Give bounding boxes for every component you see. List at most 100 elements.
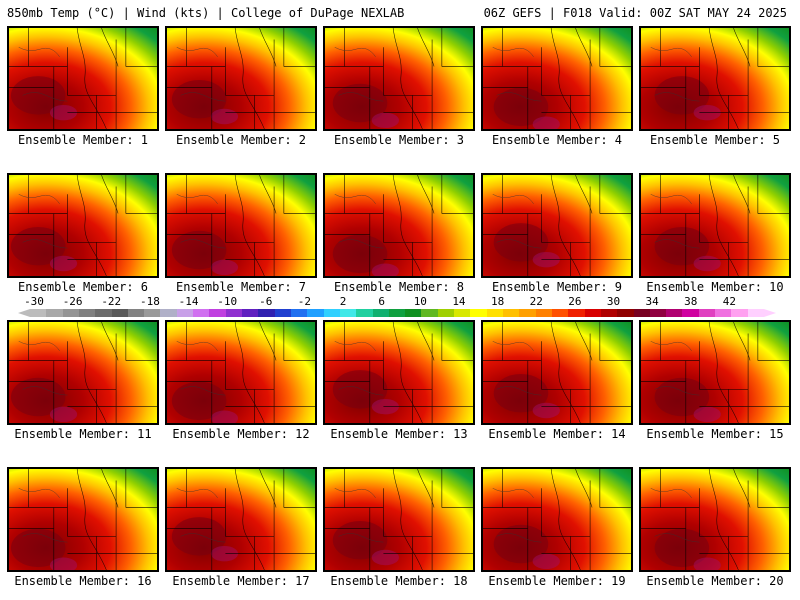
model-valid-time: 06Z GEFS | F018 Valid: 00Z SAT MAY 24 20…	[483, 6, 787, 20]
colorbar-tick: 14	[452, 295, 466, 308]
colorbar-swatch	[535, 309, 553, 317]
ensemble-member-label: Ensemble Member: 1	[17, 133, 149, 147]
ensemble-member-label: Ensemble Member: 16	[14, 574, 152, 588]
ensemble-member-label: Ensemble Member: 8	[333, 280, 465, 294]
colorbar-swatch	[176, 309, 194, 317]
colorbar-swatch	[437, 309, 455, 317]
colorbar-low-arrow	[18, 309, 30, 317]
ensemble-member-map	[323, 467, 475, 572]
colorbar-tick: 2	[339, 295, 347, 308]
colorbar-tick: -18	[139, 295, 160, 308]
colorbar-swatch	[666, 309, 683, 317]
ensemble-member-map	[481, 467, 633, 572]
colorbar-swatch	[356, 309, 374, 317]
ensemble-member-label: Ensemble Member: 11	[14, 427, 152, 441]
colorbar-swatch	[649, 309, 667, 317]
colorbar-swatch	[242, 309, 259, 317]
ensemble-member-label: Ensemble Member: 13	[330, 427, 468, 441]
colorbar-swatch	[519, 309, 537, 317]
colorbar-tick: -22	[101, 295, 122, 308]
colorbar-swatch	[698, 309, 716, 317]
ensemble-member-map	[639, 173, 791, 278]
ensemble-member-map	[165, 26, 317, 131]
ensemble-member-label: Ensemble Member: 5	[649, 133, 781, 147]
colorbar-swatch	[747, 309, 765, 317]
temperature-colorbar	[30, 309, 765, 317]
colorbar-tick: 42	[722, 295, 736, 308]
colorbar-swatch	[470, 309, 488, 317]
colorbar-swatch	[95, 309, 113, 317]
ensemble-member-label: Ensemble Member: 20	[646, 574, 784, 588]
colorbar-tick: -14	[178, 295, 199, 308]
map-title: 850mb Temp (°C) | Wind (kts) | College o…	[7, 6, 405, 20]
colorbar-tick: -30	[24, 295, 44, 308]
ensemble-member-map	[7, 173, 159, 278]
colorbar-tick: 38	[684, 295, 698, 308]
colorbar-tick: -26	[62, 295, 83, 308]
ensemble-member-map	[481, 320, 633, 425]
ensemble-member-label: Ensemble Member: 3	[333, 133, 465, 147]
ensemble-member-map	[323, 173, 475, 278]
ensemble-member-label: Ensemble Member: 12	[172, 427, 310, 441]
ensemble-member-map	[481, 26, 633, 131]
colorbar-swatch	[323, 309, 341, 317]
ensemble-member-map	[481, 173, 633, 278]
colorbar-swatch	[193, 309, 210, 317]
colorbar-swatch	[731, 309, 749, 317]
colorbar-swatch	[46, 309, 64, 317]
colorbar-swatch	[486, 309, 504, 317]
colorbar-swatch	[503, 309, 520, 317]
colorbar-swatch	[551, 309, 569, 317]
colorbar-swatch	[62, 309, 80, 317]
ensemble-member-map	[165, 320, 317, 425]
colorbar-swatch	[421, 309, 439, 317]
colorbar-tick: 22	[529, 295, 543, 308]
ensemble-member-map	[7, 467, 159, 572]
ensemble-member-label: Ensemble Member: 19	[488, 574, 626, 588]
ensemble-member-map	[323, 26, 475, 131]
ensemble-member-label: Ensemble Member: 10	[646, 280, 784, 294]
colorbar-swatch	[682, 309, 700, 317]
ensemble-member-label: Ensemble Member: 6	[17, 280, 149, 294]
ensemble-member-map	[165, 467, 317, 572]
ensemble-member-label: Ensemble Member: 7	[175, 280, 307, 294]
colorbar-swatch	[160, 309, 178, 317]
colorbar-swatch	[454, 309, 471, 317]
ensemble-member-label: Ensemble Member: 9	[491, 280, 623, 294]
colorbar-swatch	[715, 309, 732, 317]
ensemble-member-label: Ensemble Member: 18	[330, 574, 468, 588]
colorbar-swatch	[78, 309, 96, 317]
ensemble-member-map	[639, 320, 791, 425]
colorbar-tick: 26	[568, 295, 582, 308]
colorbar-tick: 30	[606, 295, 621, 308]
colorbar-tick: 34	[645, 295, 659, 308]
colorbar-swatch	[584, 309, 602, 317]
colorbar-high-arrow	[764, 309, 776, 317]
ensemble-member-map	[165, 173, 317, 278]
ensemble-member-label: Ensemble Member: 2	[175, 133, 307, 147]
colorbar-tick: 10	[413, 295, 427, 308]
ensemble-member-map	[7, 320, 159, 425]
colorbar-tick: -6	[259, 295, 273, 308]
colorbar-tick: -2	[297, 295, 312, 308]
colorbar-swatch	[388, 309, 406, 317]
ensemble-member-map	[323, 320, 475, 425]
ensemble-member-label: Ensemble Member: 4	[491, 133, 623, 147]
colorbar-swatch	[568, 309, 586, 317]
colorbar-swatch	[144, 309, 161, 317]
colorbar-swatch	[617, 309, 634, 317]
colorbar-tick: -10	[217, 295, 238, 308]
colorbar-swatch	[225, 309, 243, 317]
colorbar-swatch	[600, 309, 618, 317]
colorbar-swatch	[290, 309, 308, 317]
colorbar-tick: 6	[378, 295, 385, 308]
ensemble-member-label: Ensemble Member: 15	[646, 427, 784, 441]
ensemble-member-map	[639, 26, 791, 131]
ensemble-member-map	[639, 467, 791, 572]
colorbar-swatch	[209, 309, 227, 317]
ensemble-member-label: Ensemble Member: 17	[172, 574, 310, 588]
colorbar-swatch	[339, 309, 357, 317]
colorbar-swatch	[274, 309, 292, 317]
colorbar-swatch	[633, 309, 651, 317]
colorbar-swatch	[258, 309, 276, 317]
